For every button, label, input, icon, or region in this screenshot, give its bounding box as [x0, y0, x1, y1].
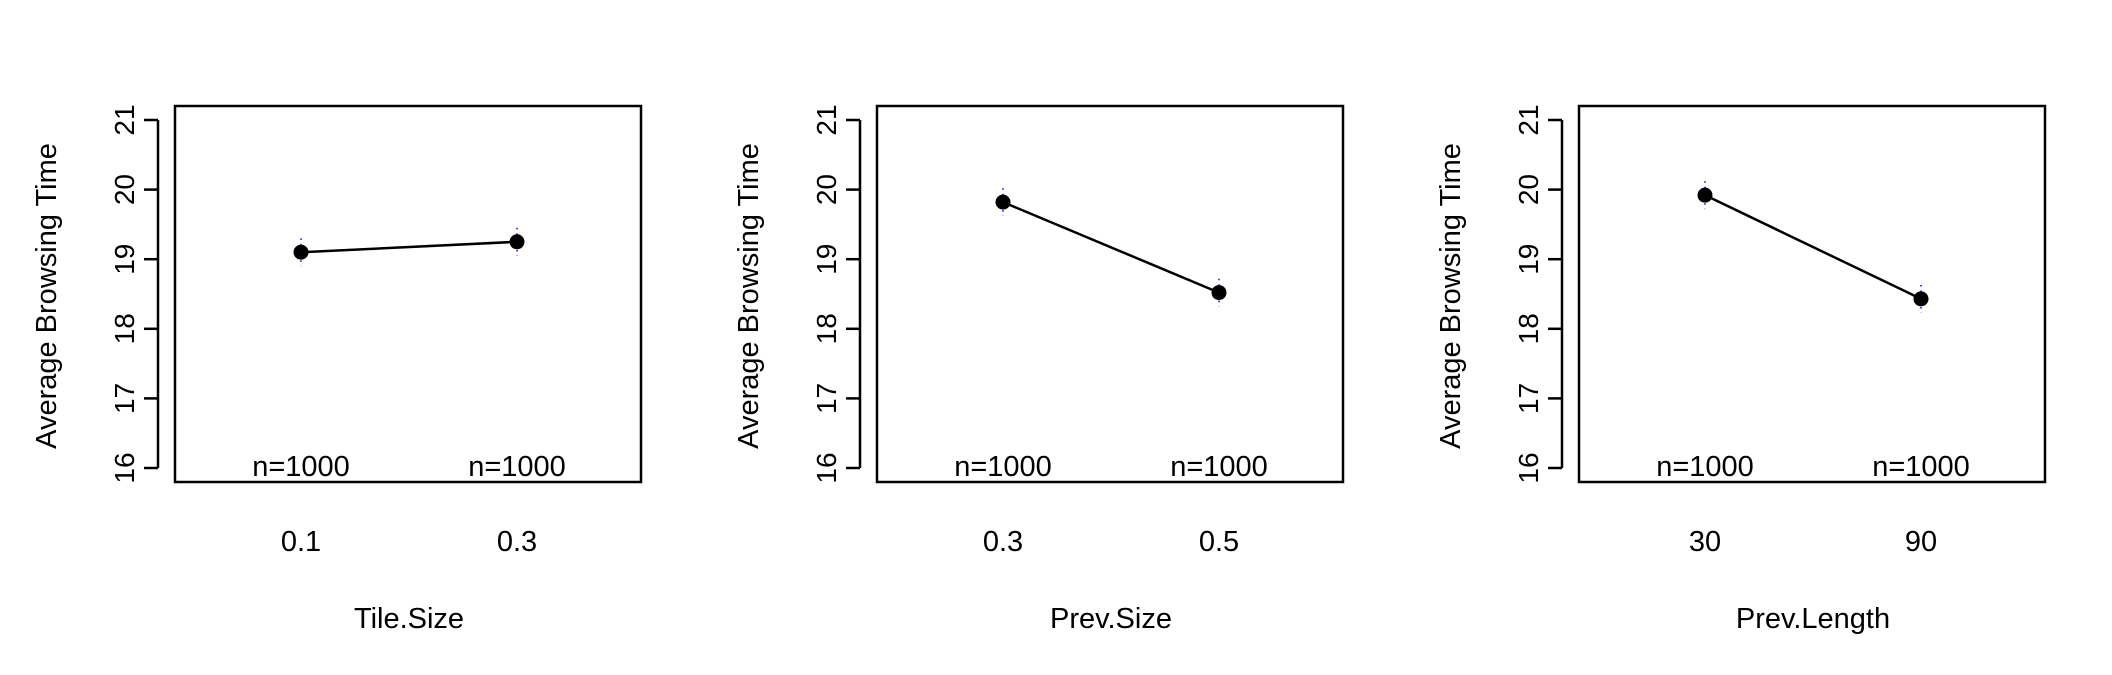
chart-panel-3: 16 17 18 19 20 21 Average Browsing Time 30 90 Pre…	[1435, 104, 2047, 635]
y-tick-label: 18	[811, 313, 842, 344]
x-tick-label: 0.3	[983, 526, 1023, 558]
x-axis-label: Prev.Length	[1736, 603, 1890, 635]
plot-frame	[173, 104, 643, 484]
count-label: n=1000	[954, 451, 1052, 483]
data-point	[1211, 285, 1227, 301]
series-line	[300, 240, 518, 254]
count-label: n=1000	[1656, 451, 1754, 483]
x-tick-label: 0.3	[497, 526, 537, 558]
count-label: n=1000	[1170, 451, 1268, 483]
x-tick-label: 0.5	[1199, 526, 1239, 558]
data-point	[1697, 187, 1713, 203]
y-axis-label: Average Browsing Time	[1435, 143, 1467, 449]
y-tick-label: 19	[109, 244, 140, 275]
y-tick-label: 20	[109, 174, 140, 205]
y-axis-label: Average Browsing Time	[31, 143, 63, 449]
x-axis-label: Tile.Size	[354, 603, 464, 635]
y-tick-label: 19	[1513, 244, 1544, 275]
y-tick-label: 16	[811, 452, 842, 483]
y-tick-label: 21	[1513, 104, 1544, 135]
x-tick-label: 0.1	[281, 526, 321, 558]
y-tick-label: 16	[109, 452, 140, 483]
x-tick-label: 90	[1905, 526, 1937, 558]
x-tick-label: 30	[1689, 526, 1721, 558]
plot-frame	[875, 104, 1345, 484]
x-axis-label: Prev.Size	[1050, 603, 1172, 635]
y-tick-label: 16	[1513, 452, 1544, 483]
chart-panel-1: 16 17 18 19 20 21 Average Browsing Time 0.1 0.3 T…	[31, 104, 643, 635]
y-tick-label: 17	[1513, 383, 1544, 414]
y-tick-label: 17	[811, 383, 842, 414]
count-label: n=1000	[1872, 451, 1970, 483]
y-tick-label: 21	[811, 104, 842, 135]
data-point	[293, 244, 309, 260]
y-tick-label: 21	[109, 104, 140, 135]
y-tick-label: 20	[811, 174, 842, 205]
data-point	[1913, 291, 1929, 307]
plot-frame	[1577, 104, 2047, 484]
data-point	[509, 234, 525, 250]
y-tick-label: 18	[1513, 313, 1544, 344]
y-tick-label: 17	[109, 383, 140, 414]
count-label: n=1000	[252, 451, 350, 483]
count-label: n=1000	[468, 451, 566, 483]
chart-panel-2: 16 17 18 19 20 21 Average Browsing Time 0.3 0.5 P…	[733, 104, 1345, 635]
y-tick-label: 20	[1513, 174, 1544, 205]
y-tick-label: 19	[811, 244, 842, 275]
y-axis-label: Average Browsing Time	[733, 143, 765, 449]
data-point	[995, 194, 1011, 210]
series-line	[1002, 200, 1220, 294]
y-tick-label: 18	[109, 313, 140, 344]
series-line	[1704, 194, 1922, 300]
